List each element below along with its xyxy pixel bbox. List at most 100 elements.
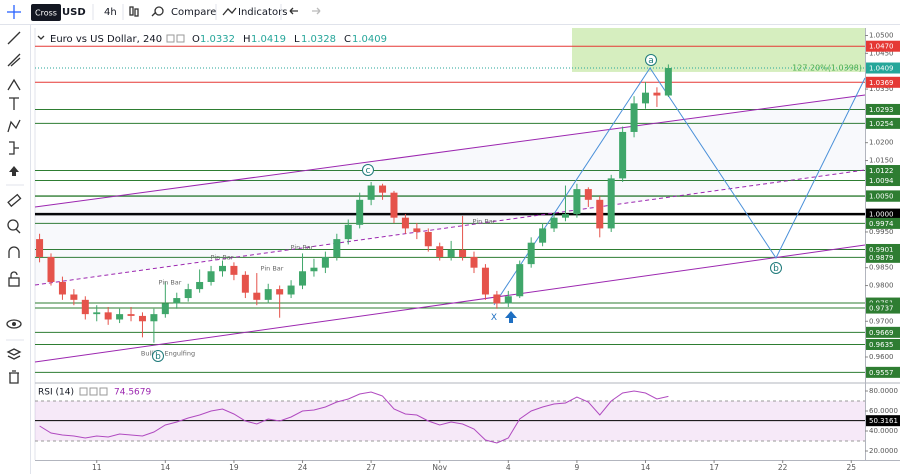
y-tick-label: 60.0000	[869, 407, 898, 415]
layers-tool[interactable]	[6, 348, 22, 360]
channel-fill	[35, 95, 865, 285]
magnet-tool[interactable]	[8, 246, 20, 258]
level-label-box	[866, 302, 900, 314]
level-label: 50.3161	[869, 417, 898, 425]
level-label: 1.0050	[869, 193, 894, 201]
measure-tool[interactable]	[9, 141, 19, 155]
rsi-line	[39, 390, 669, 444]
y-tick-label: 80.0000	[869, 387, 898, 395]
x-tick-label: 17	[709, 463, 719, 472]
wave-label: b	[155, 352, 161, 362]
pattern-tool[interactable]	[7, 78, 21, 91]
y-tick-label: 1.0200	[869, 139, 894, 147]
level-label: 0.9669	[869, 329, 894, 337]
candle-body	[36, 239, 44, 257]
delete-tool[interactable]	[9, 370, 19, 384]
level-label: 0.9737	[869, 305, 894, 313]
level-label: 1.0254	[869, 120, 894, 128]
ruler-tool[interactable]	[7, 193, 22, 208]
prediction-tool[interactable]	[7, 119, 21, 133]
compare-icon[interactable]	[151, 6, 164, 17]
level-label: 1.0293	[869, 106, 894, 114]
level-label: 1.0000	[869, 211, 894, 219]
candle-body	[230, 265, 238, 275]
candle-body	[127, 314, 135, 316]
text-tool[interactable]	[9, 97, 19, 110]
y-tick-label: 1.0150	[869, 157, 894, 165]
candle-body	[573, 189, 581, 215]
x-tick-label: 22	[778, 463, 788, 472]
compare-button[interactable]: Compare	[171, 7, 216, 18]
level-label-box	[866, 76, 900, 88]
y-tick-label: 0.9700	[869, 317, 894, 325]
channel-lower	[34, 244, 866, 363]
x-tick-label: 19	[229, 463, 239, 472]
indicators-icon[interactable]	[222, 7, 237, 16]
collapse-icon[interactable]	[37, 35, 45, 40]
x-tick-label: 25	[847, 463, 857, 472]
lock-tool[interactable]	[8, 277, 20, 287]
rsi-value: 74.5679	[114, 388, 151, 398]
y-tick-label: 1.0500	[869, 32, 894, 40]
symbol[interactable]: USD	[62, 7, 86, 18]
wave-label-circle	[770, 262, 782, 274]
level-label: 0.9901	[869, 246, 894, 254]
y-tick-label: 1.0450	[869, 49, 894, 57]
crosshair-icon[interactable]	[7, 5, 21, 19]
legend-icon[interactable]	[166, 34, 175, 43]
trendline-tool[interactable]	[7, 31, 21, 45]
legend-icon[interactable]	[79, 387, 88, 396]
ohlc-value: 1.0332	[200, 34, 235, 45]
candle-body	[424, 231, 432, 247]
channel-upper	[34, 94, 866, 208]
lock-shackle	[10, 271, 18, 278]
candle-body	[184, 289, 192, 299]
candle-body	[607, 178, 615, 229]
x-tick-label: 4	[506, 463, 511, 472]
undo-icon[interactable]	[289, 7, 298, 15]
candle-body	[630, 103, 638, 132]
wave-label: c	[366, 166, 371, 176]
candle-body	[653, 92, 661, 96]
annotation: Pin Bar	[291, 244, 314, 252]
candle-body	[356, 199, 364, 225]
candle-body	[93, 312, 101, 315]
visibility-tool[interactable]	[6, 319, 22, 329]
legend-icon[interactable]	[89, 387, 98, 396]
chart-type-icon[interactable]	[129, 6, 139, 17]
x-tick-label: 11	[92, 463, 102, 472]
candle-body	[619, 131, 627, 179]
fib-tool[interactable]	[7, 53, 21, 67]
level-label: 1.0094	[869, 177, 894, 185]
level-label-box	[866, 103, 900, 115]
x-tick-label: 9	[575, 463, 580, 472]
legend-icon[interactable]	[176, 34, 185, 43]
y-tick-label: 0.9850	[869, 264, 894, 272]
level-label: 1.0409	[869, 65, 894, 73]
zoom-tool[interactable]	[7, 219, 21, 234]
annotation: Pin Bar	[211, 254, 234, 262]
candle-body	[333, 239, 341, 257]
level-label-box	[866, 117, 900, 129]
indicators-button[interactable]: Indicators	[238, 7, 287, 18]
ohlc-label: C	[344, 34, 351, 45]
candle-body	[561, 214, 569, 218]
level-label-box	[866, 175, 900, 187]
candle-body	[173, 298, 181, 304]
candle-body	[401, 217, 409, 229]
candle-body	[539, 228, 547, 243]
redo-icon[interactable]	[312, 7, 321, 15]
legend-icon[interactable]	[99, 387, 108, 396]
level-label: 1.0122	[869, 167, 894, 175]
level-label-box	[866, 40, 900, 52]
rsi-legend: RSI (14) 74.5679	[38, 387, 151, 398]
candle-body	[150, 314, 158, 322]
interval[interactable]: 4h	[104, 7, 117, 18]
candle-body	[104, 312, 112, 320]
target-zone	[572, 28, 865, 72]
arrow-tool[interactable]	[9, 166, 19, 176]
candle-body	[58, 281, 66, 295]
candle-body	[367, 185, 375, 200]
y-tick-label: 0.9800	[869, 282, 894, 290]
